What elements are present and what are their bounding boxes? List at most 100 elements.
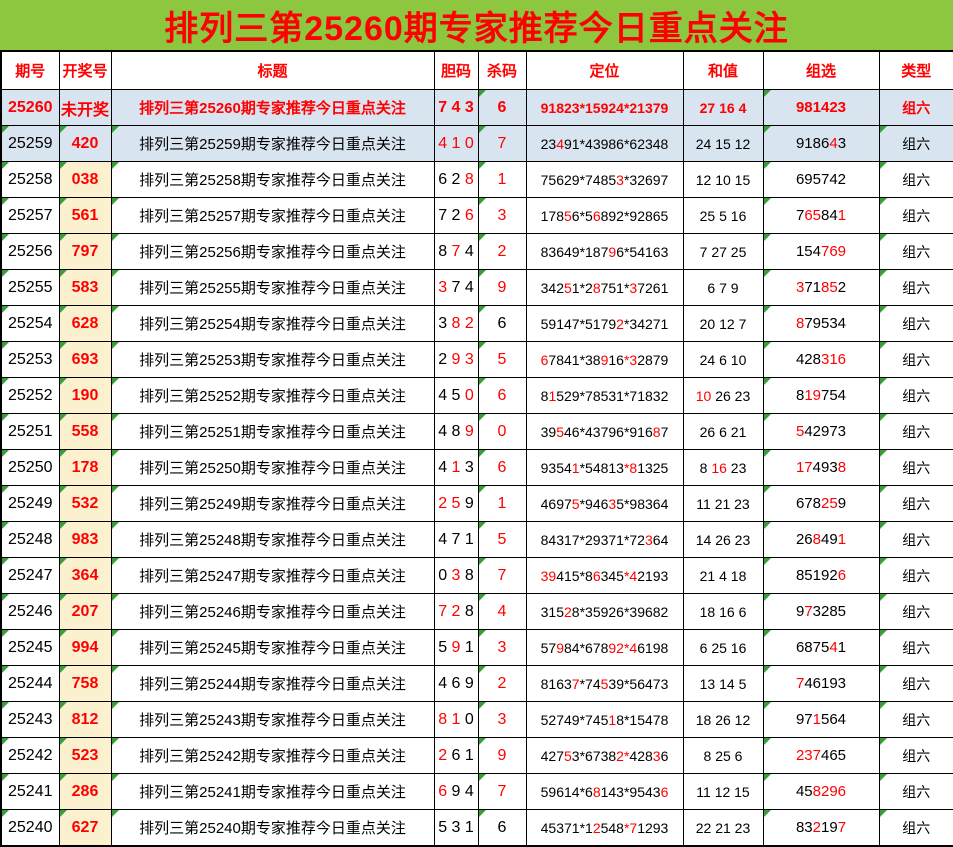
comment-marker-icon [479, 810, 486, 817]
cell-sha: 1 [477, 161, 527, 198]
cell-dan: 8 7 4 [433, 233, 479, 270]
comment-marker-icon [764, 162, 771, 169]
comment-marker-icon [479, 702, 486, 709]
comment-marker-icon [880, 702, 887, 709]
comment-marker-icon [880, 630, 887, 637]
cell-ding: 75629*74853*32697 [525, 161, 684, 198]
cell-ding: 39415*86345*42193 [525, 557, 684, 594]
cell-ding: 59614*68143*95436 [525, 773, 684, 810]
comment-marker-icon [880, 774, 887, 781]
cell-sha: 7 [477, 557, 527, 594]
comment-marker-icon [2, 198, 9, 205]
comment-marker-icon [2, 666, 9, 673]
cell-ding: 84317*29371*72364 [525, 521, 684, 558]
comment-marker-icon [60, 594, 67, 601]
table-row: 25241 286 排列三第25241期专家推荐今日重点关注 6 9 4 7 59614*… [0, 773, 953, 810]
cell-zu: 687541 [762, 629, 880, 666]
comment-marker-icon [60, 342, 67, 349]
comment-marker-icon [479, 90, 486, 97]
comment-marker-icon [880, 486, 887, 493]
comment-marker-icon [112, 810, 119, 817]
cell-sha: 0 [477, 413, 527, 450]
cell-sha: 1 [477, 485, 527, 522]
cell-title: 排列三第25258期专家推荐今日重点关注 [110, 161, 435, 198]
cell-sha: 6 [477, 89, 527, 126]
cell-issue: 25247 [0, 557, 60, 594]
cell-sha: 7 [477, 773, 527, 810]
comment-marker-icon [60, 162, 67, 169]
cell-sha: 2 [477, 665, 527, 702]
cell-he: 25 5 16 [682, 197, 764, 234]
table-row: 25246 207 排列三第25246期专家推荐今日重点关注 7 2 8 4 31528*… [0, 593, 953, 630]
comment-marker-icon [764, 810, 771, 817]
table-row: 25254 628 排列三第25254期专家推荐今日重点关注 3 8 2 6 59147*… [0, 305, 953, 342]
comment-marker-icon [112, 738, 119, 745]
comment-marker-icon [60, 306, 67, 313]
cell-title: 排列三第25257期专家推荐今日重点关注 [110, 197, 435, 234]
cell-title: 排列三第25249期专家推荐今日重点关注 [110, 485, 435, 522]
cell-issue: 25249 [0, 485, 60, 522]
cell-draw: 628 [58, 305, 112, 342]
cell-dan: 5 9 1 [433, 629, 479, 666]
table-row: 25259 420 排列三第25259期专家推荐今日重点关注 4 1 0 7 23491*… [0, 125, 953, 162]
cell-issue: 25260 [0, 89, 60, 126]
comment-marker-icon [479, 234, 486, 241]
cell-type: 组六 [878, 89, 953, 126]
cell-dan: 2 5 9 [433, 485, 479, 522]
comment-marker-icon [112, 234, 119, 241]
cell-ding: 67841*38916*32879 [525, 341, 684, 378]
comment-marker-icon [112, 270, 119, 277]
comment-marker-icon [764, 342, 771, 349]
cell-title: 排列三第25250期专家推荐今日重点关注 [110, 449, 435, 486]
comment-marker-icon [479, 666, 486, 673]
cell-zu: 542973 [762, 413, 880, 450]
cell-type: 组六 [878, 629, 953, 666]
cell-type: 组六 [878, 125, 953, 162]
comment-marker-icon [2, 342, 9, 349]
comment-marker-icon [764, 306, 771, 313]
cell-title: 排列三第25247期专家推荐今日重点关注 [110, 557, 435, 594]
cell-ding: 34251*28751*37261 [525, 269, 684, 306]
cell-issue: 25245 [0, 629, 60, 666]
comment-marker-icon [60, 558, 67, 565]
cell-issue: 25258 [0, 161, 60, 198]
table-row: 25243 812 排列三第25243期专家推荐今日重点关注 8 1 0 3 52749*… [0, 701, 953, 738]
cell-ding: 23491*43986*62348 [525, 125, 684, 162]
cell-draw: 178 [58, 449, 112, 486]
column-header: 和值 [682, 50, 764, 90]
cell-draw: 未开奖 [58, 89, 112, 126]
cell-zu: 695742 [762, 161, 880, 198]
comment-marker-icon [2, 594, 9, 601]
table-row: 25244 758 排列三第25244期专家推荐今日重点关注 4 6 9 2 81637*… [0, 665, 953, 702]
comment-marker-icon [112, 774, 119, 781]
cell-dan: 3 7 4 [433, 269, 479, 306]
cell-type: 组六 [878, 233, 953, 270]
comment-marker-icon [2, 702, 9, 709]
cell-issue: 25250 [0, 449, 60, 486]
cell-dan: 6 9 4 [433, 773, 479, 810]
comment-marker-icon [479, 630, 486, 637]
cell-issue: 25244 [0, 665, 60, 702]
cell-sha: 9 [477, 737, 527, 774]
cell-issue: 25240 [0, 809, 60, 847]
banner: 排列三第25260期专家推荐今日重点关注 [0, 0, 953, 50]
column-header: 胆码 [433, 50, 479, 90]
cell-type: 组六 [878, 701, 953, 738]
comment-marker-icon [2, 162, 9, 169]
comment-marker-icon [479, 306, 486, 313]
cell-draw: 758 [58, 665, 112, 702]
comment-marker-icon [880, 378, 887, 385]
cell-issue: 25256 [0, 233, 60, 270]
column-header: 开奖号 [58, 50, 112, 90]
comment-marker-icon [112, 198, 119, 205]
comment-marker-icon [479, 198, 486, 205]
table-row: 25260 未开奖 排列三第25260期专家推荐今日重点关注 7 4 3 6 91823*… [0, 89, 953, 126]
cell-zu: 819754 [762, 377, 880, 414]
comment-marker-icon [60, 234, 67, 241]
comment-marker-icon [880, 234, 887, 241]
comment-marker-icon [479, 270, 486, 277]
cell-type: 组六 [878, 485, 953, 522]
comment-marker-icon [880, 558, 887, 565]
comment-marker-icon [764, 702, 771, 709]
comment-marker-icon [880, 270, 887, 277]
